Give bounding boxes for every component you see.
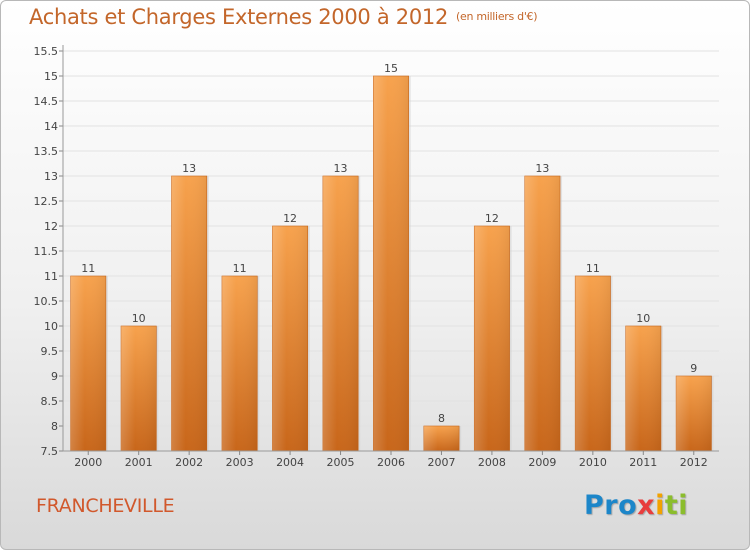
bar-highlight	[121, 326, 157, 451]
y-tick-label: 9.5	[41, 345, 59, 358]
place-name: FRANCHEVILLE	[36, 495, 175, 517]
y-tick-label: 12	[44, 220, 58, 233]
x-tick-label: 2005	[327, 456, 355, 469]
bar-highlight	[70, 276, 106, 451]
y-tick-label: 14.5	[34, 95, 59, 108]
bar-highlight	[676, 376, 712, 451]
axis-layer: 7.5 8 8.5 9 9.5 10 10.5 11 11.5 12 12.5 13 13.5 14 14.…	[34, 45, 719, 469]
y-tick-label: 10	[44, 320, 58, 333]
data-label: 13	[334, 162, 348, 175]
x-tick-label: 2000	[74, 456, 102, 469]
x-tick-label: 2009	[528, 456, 556, 469]
x-tick-label: 2006	[377, 456, 405, 469]
y-tick-label: 11.5	[34, 245, 59, 258]
x-tick-label: 2012	[680, 456, 708, 469]
x-tick-label: 2011	[629, 456, 657, 469]
x-tick-label: 2001	[125, 456, 153, 469]
y-tick-label: 12.5	[34, 195, 59, 208]
y-tick-label: 11	[44, 270, 58, 283]
label-layer: 11 10 13 11 12 13 15 8 12 13 11 10 9	[81, 62, 697, 425]
y-tick-label: 13	[44, 170, 58, 183]
bar-highlight	[423, 426, 460, 451]
bar-highlight	[272, 226, 308, 451]
x-tick-label: 2002	[175, 456, 203, 469]
x-tick-label: 2003	[226, 456, 254, 469]
x-tick-label: 2007	[427, 456, 455, 469]
y-tick-label: 8	[51, 420, 58, 433]
data-label: 11	[233, 262, 247, 275]
bar-highlight	[625, 326, 661, 451]
data-label: 13	[182, 162, 196, 175]
x-tick-label: 2010	[579, 456, 607, 469]
chart-title: Achats et Charges Externes 2000 à 2012 (e…	[29, 5, 538, 29]
x-tick-label: 2008	[478, 456, 506, 469]
bar-highlight	[474, 226, 510, 451]
y-tick-label: 8.5	[41, 395, 59, 408]
data-label: 10	[132, 312, 146, 325]
y-tick-label: 10.5	[34, 295, 59, 308]
y-tick-label: 15	[44, 70, 58, 83]
y-tick-label: 14	[44, 120, 58, 133]
data-label: 13	[535, 162, 549, 175]
x-tick-label: 2004	[276, 456, 304, 469]
data-label: 10	[636, 312, 650, 325]
bar-highlight	[524, 176, 561, 451]
chart-unit: (en milliers d'€)	[456, 10, 538, 23]
y-tick-label: 13.5	[34, 145, 59, 158]
bar-highlight	[575, 276, 611, 451]
data-label: 12	[485, 212, 499, 225]
bar-highlight	[171, 176, 207, 451]
proxiti-logo: Proxiti	[584, 490, 689, 521]
bar-layer	[70, 75, 714, 452]
data-label: 11	[81, 262, 95, 275]
bar-highlight	[373, 76, 409, 451]
y-tick-label: 9	[51, 370, 58, 383]
y-tick-label: 15.5	[34, 45, 59, 58]
bar-highlight	[322, 176, 359, 451]
data-label: 15	[384, 62, 398, 75]
bar-highlight	[221, 276, 258, 451]
data-label: 8	[438, 412, 445, 425]
y-tick-label: 7.5	[41, 445, 59, 458]
data-label: 11	[586, 262, 600, 275]
data-label: 9	[690, 362, 697, 375]
data-label: 12	[283, 212, 297, 225]
